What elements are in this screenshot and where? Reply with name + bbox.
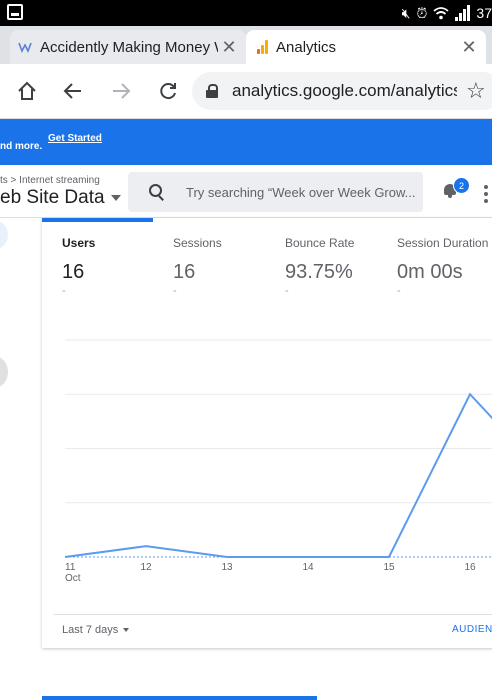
forward-arrow-icon (113, 83, 131, 99)
omnibox[interactable]: analytics.google.com/analytics (192, 72, 492, 110)
date-range-selector[interactable]: Last 7 days (62, 624, 130, 636)
wifi-icon (433, 7, 450, 20)
back-button[interactable] (58, 76, 88, 106)
date-range-label: Last 7 days (62, 624, 119, 636)
more-options-icon[interactable] (484, 185, 488, 206)
sidebar-item[interactable] (0, 356, 8, 388)
metric-value: 93.75% (285, 261, 353, 283)
tab-strip: Accidently Making Money W ✕ Analytics ✕ (0, 26, 492, 64)
tab-accidently-making-money[interactable]: Accidently Making Money W ✕ (10, 30, 246, 64)
x-tick-label: 11 (65, 562, 76, 573)
metric-label: Bounce Rate (285, 236, 355, 250)
metric-tab-users[interactable]: Users 16 - (62, 236, 95, 297)
next-card-indicator (42, 696, 317, 700)
url-text[interactable]: analytics.google.com/analytics (232, 81, 457, 100)
tab-title: Accidently Making Money W (40, 38, 218, 56)
metric-tab-sessions[interactable]: Sessions 16 - (173, 236, 222, 297)
metric-change: - (397, 285, 401, 297)
promo-banner: nd more. Get Started (0, 119, 492, 165)
analytics-logo-icon (254, 39, 270, 55)
mute-icon: 🔇︎ (401, 5, 411, 21)
home-button[interactable] (12, 76, 42, 106)
notifications-bell-icon[interactable] (443, 183, 457, 198)
status-bar: 🔇︎ ⏰︎ 37 (0, 0, 492, 26)
notification-badge: 2 (453, 177, 470, 194)
x-tick-label: 16 (464, 562, 476, 573)
alarm-icon: ⏰︎ (416, 5, 428, 21)
banner-text: nd more. (0, 141, 43, 152)
close-tab-icon[interactable]: ✕ (461, 36, 477, 57)
metric-value: 16 (173, 261, 196, 283)
browser-toolbar: analytics.google.com/analytics ☆ (0, 64, 492, 119)
card-divider (54, 614, 492, 615)
screenshot-icon (7, 4, 23, 20)
search-bar[interactable]: Try searching “Week over Week Grow... (128, 172, 423, 212)
lock-icon (206, 84, 218, 98)
property-name: eb Site Data (0, 187, 105, 208)
search-icon (148, 183, 166, 201)
active-metric-indicator (42, 218, 153, 222)
wm-logo-icon (18, 39, 34, 55)
signal-icon (455, 5, 471, 21)
metric-change: - (62, 285, 66, 297)
sidebar-home-item[interactable] (0, 220, 8, 250)
audience-overview-link[interactable]: AUDIEN (452, 624, 492, 635)
battery-text: 37 (476, 5, 492, 21)
tab-title: Analytics (276, 38, 337, 56)
metric-label: Session Duration (397, 236, 489, 250)
get-started-link[interactable]: Get Started (48, 133, 102, 144)
metric-label: Sessions (173, 236, 222, 250)
close-tab-icon[interactable]: ✕ (221, 36, 237, 57)
x-tick-label: 15 (383, 562, 395, 573)
forward-button[interactable] (106, 76, 136, 106)
metric-tab-session-duration[interactable]: Session Duration 0m 00s - (397, 236, 488, 297)
users-line-chart[interactable]: 11121314151617Oct (42, 328, 492, 608)
x-tick-label: 13 (221, 562, 233, 573)
chevron-down-icon (110, 195, 121, 201)
back-arrow-icon (63, 83, 81, 99)
reload-icon (160, 83, 176, 100)
analytics-header: ts > Internet streaming eb Site Data Try… (0, 165, 492, 218)
metric-change: - (285, 285, 289, 297)
x-tick-label: 14 (302, 562, 314, 573)
chevron-down-icon (123, 628, 130, 632)
tab-analytics[interactable]: Analytics ✕ (246, 30, 486, 64)
metric-value: 0m 00s (397, 261, 463, 283)
overview-card: Users 16 - Sessions 16 - Bounce Rate 93.… (42, 218, 492, 648)
search-placeholder: Try searching “Week over Week Grow... (186, 184, 416, 200)
series-line-users[interactable] (64, 392, 492, 558)
status-icons: 🔇︎ ⏰︎ 37 (402, 3, 492, 23)
metric-label: Users (62, 236, 96, 250)
reload-button[interactable] (153, 76, 183, 106)
breadcrumb[interactable]: ts > Internet streaming (0, 175, 100, 186)
metric-tab-bounce-rate[interactable]: Bounce Rate 93.75% - (285, 236, 354, 297)
bookmark-star-icon[interactable]: ☆ (466, 78, 486, 103)
home-icon (18, 81, 36, 100)
metric-value: 16 (62, 261, 85, 283)
x-tick-label: 12 (140, 562, 152, 573)
x-month-label: Oct (65, 573, 81, 584)
metric-change: - (173, 285, 177, 297)
property-selector[interactable]: eb Site Data (0, 187, 121, 209)
